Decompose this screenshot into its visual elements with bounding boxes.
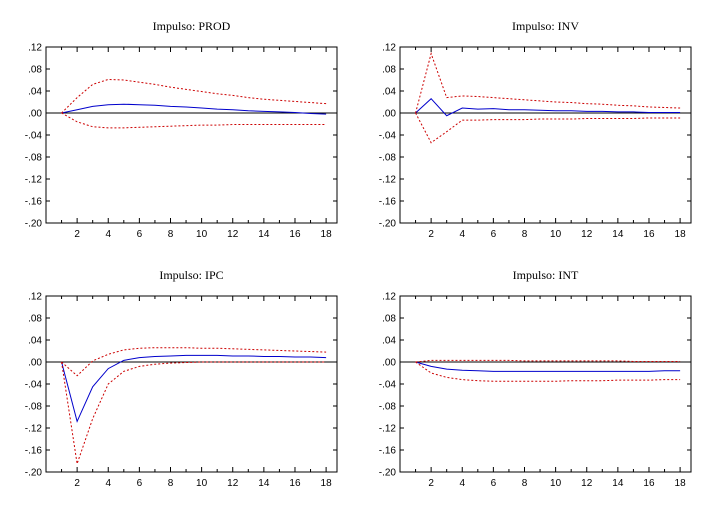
y-tick-label-prod: .00 bbox=[28, 109, 42, 120]
plot-frame-int bbox=[399, 295, 692, 473]
x-tick-label-prod: 2 bbox=[74, 229, 80, 240]
series-lower-prod bbox=[61, 112, 327, 129]
x-tick-label-ipc: 14 bbox=[258, 478, 270, 489]
y-tick-label-prod: .04 bbox=[28, 87, 42, 98]
x-tick-label-int: 6 bbox=[491, 478, 497, 489]
x-tick-label-prod: 18 bbox=[321, 229, 333, 240]
x-tick-label-inv: 2 bbox=[428, 229, 434, 240]
x-tick-label-int: 16 bbox=[643, 478, 655, 489]
y-tick-label-ipc: -.16 bbox=[25, 446, 43, 457]
x-tick-label-ipc: 8 bbox=[168, 478, 174, 489]
x-tick-label-ipc: 18 bbox=[321, 478, 333, 489]
series-upper-prod bbox=[61, 78, 327, 114]
y-tick-label-ipc: -.20 bbox=[25, 468, 43, 479]
y-tick-label-int: .04 bbox=[382, 336, 396, 347]
x-tick-label-prod: 6 bbox=[137, 229, 143, 240]
x-tick-label-ipc: 2 bbox=[74, 478, 80, 489]
y-tick-label-inv: .00 bbox=[382, 109, 396, 120]
y-tick-label-ipc: .00 bbox=[28, 358, 42, 369]
series-upper-ipc bbox=[61, 347, 327, 377]
y-tick-label-ipc: .08 bbox=[28, 314, 42, 325]
y-tick-label-int: .12 bbox=[382, 292, 396, 303]
series-response-prod bbox=[61, 103, 327, 115]
x-tick-label-inv: 8 bbox=[522, 229, 528, 240]
y-tick-label-ipc: -.08 bbox=[25, 402, 43, 413]
y-tick-label-prod: -.08 bbox=[25, 153, 43, 164]
x-tick-label-ipc: 4 bbox=[105, 478, 111, 489]
panel-title-ipc: Impulso: IPC bbox=[159, 268, 223, 282]
y-tick-label-inv: -.20 bbox=[379, 219, 397, 230]
y-tick-label-prod: -.04 bbox=[25, 131, 43, 142]
series-lower-inv bbox=[415, 112, 681, 144]
y-tick-label-inv: -.04 bbox=[379, 131, 397, 142]
x-tick-label-inv: 16 bbox=[643, 229, 655, 240]
panel-int: Impulso: INT .12 .08 .04 .00 -.04 -.08 -.12 -.16… bbox=[379, 268, 692, 489]
x-tick-label-int: 2 bbox=[428, 478, 434, 489]
x-tick-label-prod: 8 bbox=[168, 229, 174, 240]
x-tick-label-int: 14 bbox=[612, 478, 624, 489]
series-response-int bbox=[415, 361, 681, 372]
plot-frame-prod bbox=[45, 46, 338, 224]
y-tick-label-prod: -.12 bbox=[25, 175, 43, 186]
x-tick-label-int: 4 bbox=[459, 478, 465, 489]
y-tick-label-prod: .12 bbox=[28, 43, 42, 54]
y-tick-label-ipc: .04 bbox=[28, 336, 42, 347]
x-tick-label-int: 10 bbox=[550, 478, 562, 489]
y-tick-label-int: -.08 bbox=[379, 402, 397, 413]
y-tick-label-int: -.04 bbox=[379, 380, 397, 391]
x-tick-label-inv: 18 bbox=[675, 229, 687, 240]
y-tick-label-int: -.16 bbox=[379, 446, 397, 457]
y-tick-label-prod: -.16 bbox=[25, 197, 43, 208]
x-tick-label-prod: 10 bbox=[196, 229, 208, 240]
x-tick-label-ipc: 12 bbox=[227, 478, 239, 489]
panel-prod: Impulso: PROD .12 .08 .04 .00 -.04 -.08 -.12 -.1… bbox=[25, 19, 338, 240]
series-upper-int bbox=[415, 359, 681, 363]
panel-inv: Impulso: INV .12 .08 .04 .00 -.04 -.08 -.12 -.16… bbox=[379, 19, 692, 240]
x-tick-label-prod: 14 bbox=[258, 229, 270, 240]
panel-ipc: Impulso: IPC .12 .08 .04 .00 -.04 -.08 -.12 -.16… bbox=[25, 268, 338, 489]
y-tick-label-prod: -.20 bbox=[25, 219, 43, 230]
panel-title-inv: Impulso: INV bbox=[512, 19, 579, 33]
x-tick-label-int: 12 bbox=[581, 478, 593, 489]
y-tick-label-inv: -.12 bbox=[379, 175, 397, 186]
x-tick-label-inv: 6 bbox=[491, 229, 497, 240]
x-tick-label-ipc: 6 bbox=[137, 478, 143, 489]
panel-title-int: Impulso: INT bbox=[513, 268, 579, 282]
y-tick-label-inv: .04 bbox=[382, 87, 396, 98]
series-response-inv bbox=[415, 97, 681, 117]
y-tick-label-inv: -.16 bbox=[379, 197, 397, 208]
x-tick-label-ipc: 16 bbox=[289, 478, 301, 489]
x-tick-label-int: 8 bbox=[522, 478, 528, 489]
y-tick-label-ipc: .12 bbox=[28, 292, 42, 303]
y-tick-label-inv: -.08 bbox=[379, 153, 397, 164]
series-response-ipc bbox=[61, 354, 327, 423]
plot-frame-inv bbox=[399, 46, 692, 224]
y-tick-label-ipc: -.12 bbox=[25, 424, 43, 435]
x-tick-label-ipc: 10 bbox=[196, 478, 208, 489]
y-tick-label-int: .00 bbox=[382, 358, 396, 369]
x-tick-label-prod: 4 bbox=[105, 229, 111, 240]
y-tick-label-int: -.20 bbox=[379, 468, 397, 479]
x-tick-label-int: 18 bbox=[675, 478, 687, 489]
y-tick-label-int: -.12 bbox=[379, 424, 397, 435]
y-tick-label-int: .08 bbox=[382, 314, 396, 325]
x-tick-label-prod: 16 bbox=[289, 229, 301, 240]
y-tick-label-ipc: -.04 bbox=[25, 380, 43, 391]
plot-frame-ipc bbox=[45, 295, 338, 473]
y-tick-label-inv: .12 bbox=[382, 43, 396, 54]
x-tick-label-inv: 10 bbox=[550, 229, 562, 240]
y-tick-label-inv: .08 bbox=[382, 65, 396, 76]
y-tick-label-prod: .08 bbox=[28, 65, 42, 76]
series-upper-inv bbox=[415, 51, 681, 114]
panel-title-prod: Impulso: PROD bbox=[153, 19, 231, 33]
x-tick-label-prod: 12 bbox=[227, 229, 239, 240]
series-lower-int bbox=[415, 361, 681, 382]
x-tick-label-inv: 4 bbox=[459, 229, 465, 240]
x-tick-label-inv: 12 bbox=[581, 229, 593, 240]
x-tick-label-inv: 14 bbox=[612, 229, 624, 240]
